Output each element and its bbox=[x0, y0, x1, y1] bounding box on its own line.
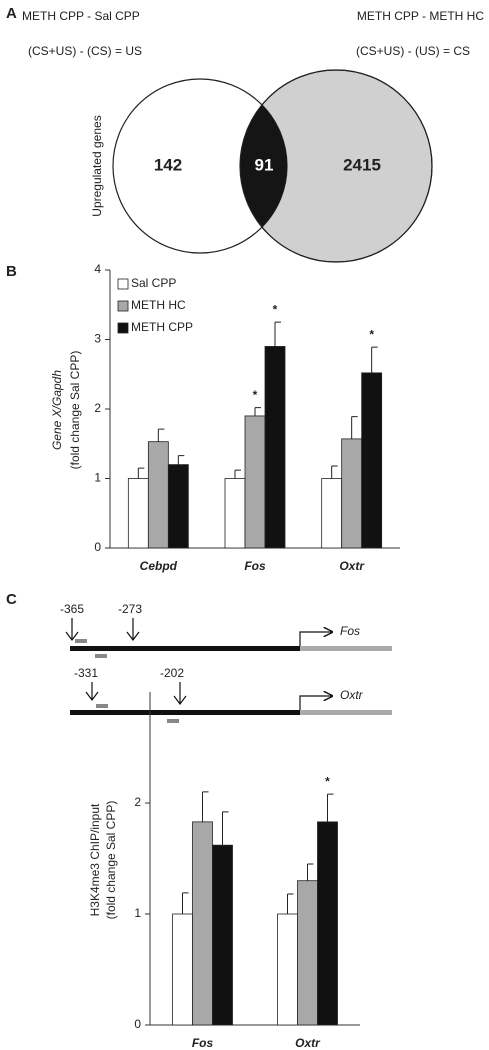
bar bbox=[172, 913, 193, 1026]
bar bbox=[277, 913, 298, 1026]
legend-label: METH HC bbox=[131, 298, 186, 312]
bar bbox=[127, 478, 149, 549]
venn-count: 142 bbox=[154, 155, 182, 174]
venn-count: 2415 bbox=[343, 155, 381, 174]
significance-marker: * bbox=[273, 302, 278, 316]
site-arrow bbox=[85, 682, 99, 701]
y-tick-label: 0 bbox=[134, 1017, 141, 1031]
panel-label: A bbox=[6, 5, 17, 22]
bar bbox=[212, 844, 233, 1026]
amplicon bbox=[95, 654, 107, 658]
panel-label: B bbox=[6, 263, 17, 280]
y-tick-label: 0 bbox=[94, 540, 101, 554]
site-arrow bbox=[173, 682, 187, 705]
x-tick-label: Cebpd bbox=[140, 559, 178, 573]
venn-left-subtitle: (CS+US) - (CS) = US bbox=[28, 44, 142, 58]
amplicon bbox=[96, 704, 108, 708]
site-arrow bbox=[65, 618, 79, 641]
gene-body bbox=[300, 646, 392, 651]
error-bar bbox=[137, 467, 145, 479]
venn-left-title: METH CPP - Sal CPP bbox=[22, 9, 140, 23]
error-bar bbox=[234, 469, 241, 479]
amplicon bbox=[167, 719, 179, 723]
y-tick-label: 2 bbox=[134, 795, 141, 809]
amplicon bbox=[75, 639, 87, 643]
error-bar bbox=[182, 892, 189, 914]
error-bar bbox=[222, 811, 229, 846]
y-axis-label: (fold change Sal CPP) bbox=[68, 351, 82, 470]
bar bbox=[341, 438, 363, 549]
gene-name: Oxtr bbox=[340, 688, 364, 702]
bar bbox=[264, 346, 286, 549]
bar bbox=[321, 478, 343, 549]
error-bar bbox=[331, 465, 338, 479]
legend-swatch bbox=[117, 278, 129, 290]
venn-right-title: METH CPP - METH HC bbox=[357, 9, 484, 23]
promoter bbox=[70, 710, 300, 715]
venn-count: 91 bbox=[255, 155, 274, 174]
significance-marker: * bbox=[253, 388, 258, 402]
legend-label: METH CPP bbox=[131, 320, 193, 334]
bar bbox=[297, 880, 318, 1026]
venn-y-label: Upregulated genes bbox=[90, 115, 104, 216]
error-bar bbox=[274, 321, 281, 347]
venn-right-subtitle: (CS+US) - (US) = CS bbox=[356, 44, 470, 58]
bar bbox=[167, 464, 189, 549]
promoter bbox=[70, 646, 300, 651]
bar bbox=[317, 821, 338, 1026]
y-axis-label: (fold change Sal CPP) bbox=[104, 801, 118, 920]
error-bar bbox=[327, 793, 334, 822]
site-label: -365 bbox=[60, 602, 84, 616]
y-tick-label: 4 bbox=[94, 262, 101, 276]
site-label: -331 bbox=[74, 666, 98, 680]
y-axis-label: H3K4me3 ChIP/input bbox=[88, 803, 102, 916]
error-bar bbox=[307, 863, 314, 881]
y-tick-label: 1 bbox=[134, 906, 141, 920]
error-bar bbox=[371, 346, 378, 373]
error-bar bbox=[351, 416, 358, 439]
bar bbox=[361, 372, 383, 549]
error-bar bbox=[202, 791, 209, 822]
significance-marker: * bbox=[369, 327, 374, 341]
error-bar bbox=[157, 428, 165, 442]
venn-outline bbox=[239, 69, 433, 263]
y-tick-label: 1 bbox=[94, 471, 101, 485]
gene-name: Fos bbox=[340, 624, 360, 638]
error-bar bbox=[177, 455, 185, 465]
bar bbox=[224, 478, 246, 549]
legend-swatch bbox=[117, 300, 129, 312]
gene-oxtr: Oxtr -331 -202 bbox=[70, 666, 392, 723]
bar bbox=[244, 415, 266, 549]
bar bbox=[192, 821, 213, 1026]
panel-label: C bbox=[6, 591, 17, 608]
error-bar bbox=[254, 407, 261, 416]
site-label: -202 bbox=[160, 666, 184, 680]
x-tick-label: Fos bbox=[192, 1036, 214, 1050]
site-arrow bbox=[126, 618, 140, 641]
x-tick-label: Oxtr bbox=[295, 1036, 321, 1050]
significance-marker: * bbox=[325, 774, 330, 788]
error-bar bbox=[287, 893, 294, 914]
tss-arrow bbox=[299, 632, 332, 646]
y-tick-label: 3 bbox=[94, 332, 101, 346]
gene-fos: Fos -365 -273 bbox=[60, 602, 392, 658]
legend-label: Sal CPP bbox=[131, 276, 176, 290]
y-axis-label: Gene X/Gapdh bbox=[50, 370, 64, 450]
bar bbox=[147, 441, 169, 549]
site-label: -273 bbox=[118, 602, 142, 616]
x-tick-label: Oxtr bbox=[339, 559, 365, 573]
tss-arrow bbox=[299, 696, 332, 710]
y-tick-label: 2 bbox=[94, 401, 101, 415]
x-tick-label: Fos bbox=[244, 559, 266, 573]
gene-body bbox=[300, 710, 392, 715]
legend-swatch bbox=[117, 322, 129, 334]
